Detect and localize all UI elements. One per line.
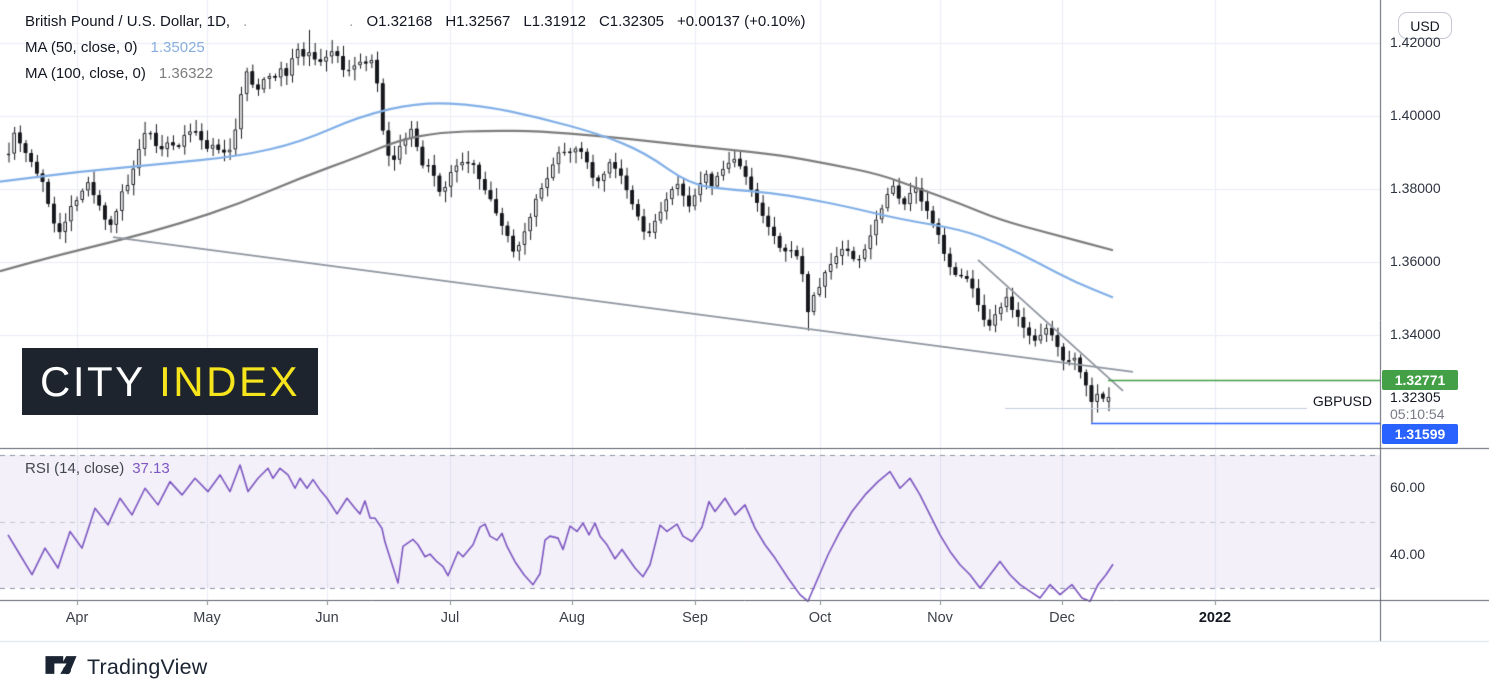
- price-axis-tick: 1.36000: [1390, 253, 1441, 269]
- time-axis-label: 2022: [1198, 610, 1232, 626]
- rsi-axis-tick: 60.00: [1390, 479, 1426, 496]
- ma100-value: 1.36322: [158, 65, 214, 82]
- ohlc-open: O1.32168: [366, 13, 433, 30]
- resistance-price-badge: 1.32771: [1382, 369, 1458, 390]
- price-axis-tick: 1.42000: [1390, 34, 1441, 50]
- hidden-study-dot: .: [243, 13, 248, 30]
- bar-countdown-label: 05:10:54: [1390, 405, 1445, 422]
- rsi-axis-tick: 40.00: [1390, 545, 1426, 562]
- ohlc-high: H1.32567: [445, 13, 511, 30]
- time-axis-label: Jun: [315, 610, 339, 626]
- symbol-title: British Pound / U.S. Dollar, 1D,: [25, 13, 231, 30]
- ma100-legend-row[interactable]: MA (100, close, 0) 1.36322: [25, 61, 805, 87]
- time-axis-label: May: [193, 610, 221, 626]
- tradingview-logo-text: TradingView: [87, 655, 208, 679]
- price-axis-tick: 1.34000: [1390, 326, 1441, 342]
- ma50-label: MA (50, close, 0): [25, 39, 138, 56]
- ohlc-low: L1.31912: [523, 13, 586, 30]
- ohlc-change: +0.00137 (+0.10%): [677, 13, 806, 30]
- time-axis-label: Jul: [440, 610, 460, 626]
- price-axis-tick: 1.38000: [1390, 180, 1441, 196]
- time-axis-label: Apr: [65, 610, 89, 626]
- chart-legend: British Pound / U.S. Dollar, 1D, . . O1.…: [25, 9, 805, 87]
- rsi-legend-row[interactable]: RSI (14, close) 37.13: [25, 460, 170, 477]
- ma100-label: MA (100, close, 0): [25, 65, 146, 82]
- tradingview-logo-icon: [44, 650, 78, 685]
- time-axis-label: Oct: [808, 610, 832, 626]
- time-axis-label: Aug: [559, 610, 585, 626]
- city-index-watermark: CITY INDEX: [22, 348, 318, 415]
- symbol-title-row[interactable]: British Pound / U.S. Dollar, 1D, . . O1.…: [25, 9, 805, 35]
- ma50-value: 1.35025: [150, 39, 205, 56]
- values-dot: .: [349, 13, 354, 30]
- support-price-badge: 1.31599: [1382, 423, 1458, 444]
- time-axis-label: Sep: [682, 610, 708, 626]
- price-axis-tick: 1.40000: [1390, 107, 1441, 123]
- rsi-label: RSI (14, close): [25, 460, 125, 477]
- watermark-city-text: CITY: [40, 357, 160, 405]
- time-axis-label: Dec: [1049, 610, 1075, 626]
- last-price-label: 1.32305: [1390, 388, 1441, 405]
- currency-toggle-button[interactable]: USD: [1398, 12, 1452, 39]
- watermark-index-text: INDEX: [159, 357, 300, 405]
- rsi-value: 37.13: [132, 460, 170, 477]
- tradingview-attribution[interactable]: TradingView: [44, 650, 208, 685]
- ma50-legend-row[interactable]: MA (50, close, 0) 1.35025: [25, 35, 805, 61]
- ohlc-close: C1.32305: [598, 13, 665, 30]
- symbol-last-value-label: GBPUSD: [1312, 392, 1372, 409]
- time-axis-label: Nov: [927, 610, 953, 626]
